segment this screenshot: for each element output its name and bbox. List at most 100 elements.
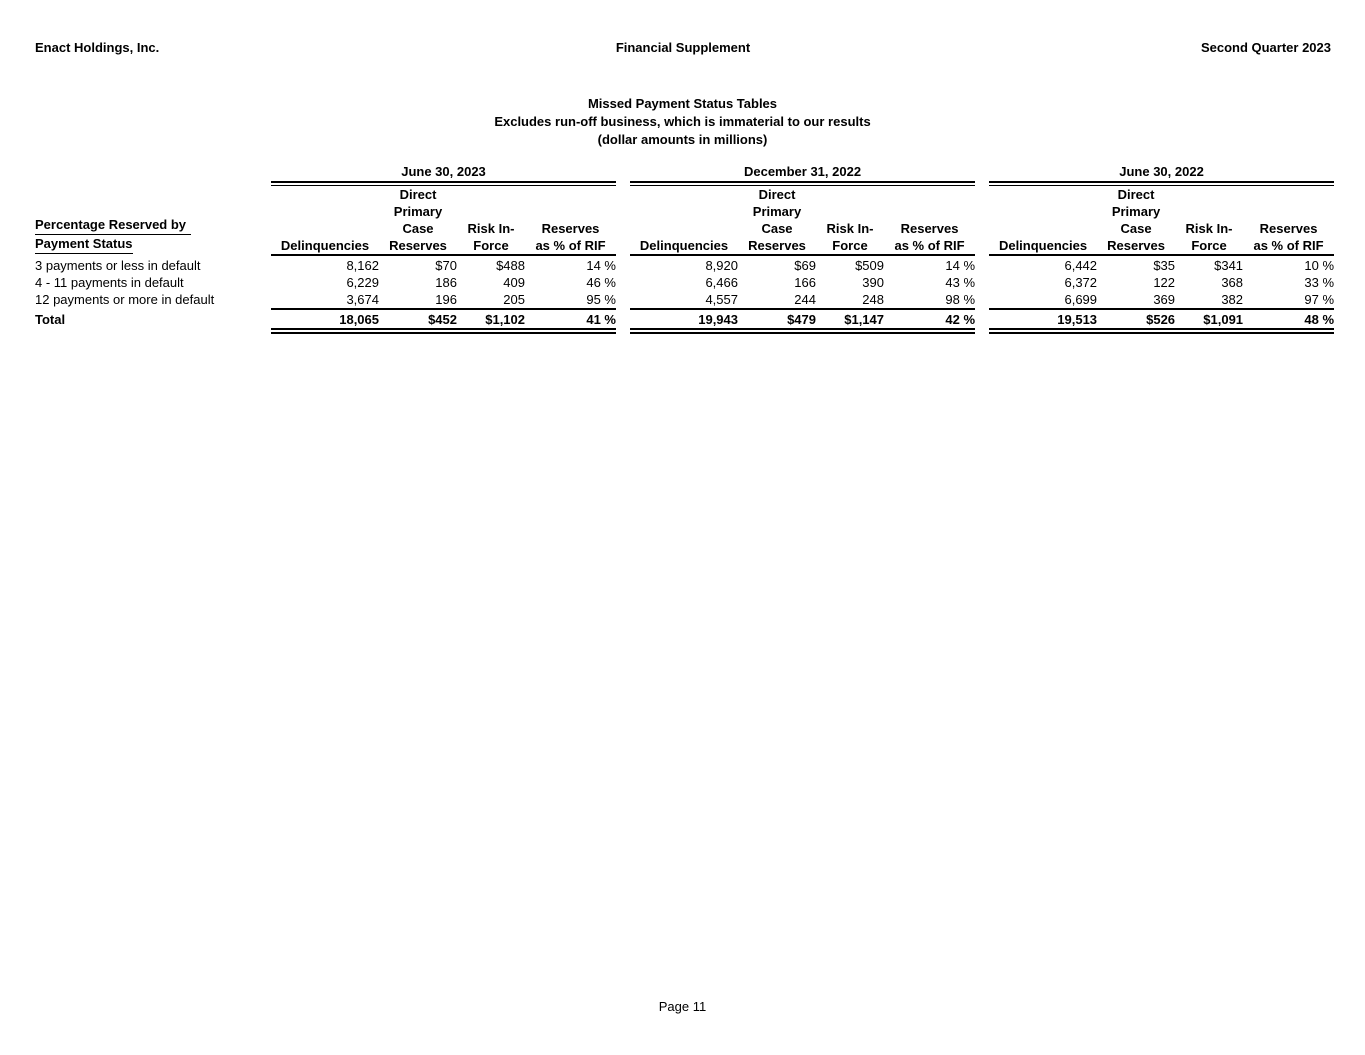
value-cell: 409: [503, 275, 525, 290]
total-cell: 42 %: [945, 312, 976, 327]
table-rule: [271, 181, 616, 186]
value-cell: 244: [794, 292, 816, 307]
rule-cell: [989, 308, 1335, 311]
rule-row: [35, 254, 1335, 257]
spacer-cell: [975, 163, 989, 181]
col-header-risk-in-force: Risk In- Force: [826, 221, 874, 253]
table-rule: [630, 308, 976, 311]
value-cell: $70: [435, 258, 457, 273]
value-cell: $341: [1214, 258, 1244, 273]
row-header-line: Payment Status: [35, 235, 133, 254]
spacer-cell: [35, 163, 271, 181]
total-cell: $452: [428, 312, 457, 327]
table-rule: [989, 254, 1335, 257]
value-cell: 205: [503, 292, 525, 307]
value-cell: 368: [1221, 275, 1244, 290]
col-header-case-reserves: Direct Primary Case Reserves: [748, 187, 806, 253]
value-cell: 166: [794, 275, 816, 290]
value-cell: 14 %: [945, 258, 976, 273]
rule-cell: [271, 328, 616, 334]
spacer-cell: [975, 328, 989, 334]
rule-cell: [630, 254, 976, 257]
total-cell: 18,065: [339, 312, 379, 327]
spacer-cell: [616, 328, 630, 334]
spacer-cell: [616, 274, 630, 291]
reporting-period: Second Quarter 2023: [1200, 40, 1331, 55]
value-cell: 369: [1153, 292, 1176, 307]
total-row: Total 18,065 $452 $1,102 41 % 19,943 $47…: [35, 311, 1334, 328]
spacer-cell: [616, 163, 630, 181]
rule-cell: [271, 308, 616, 311]
rule-row: [35, 328, 1335, 334]
units-note: (dollar amounts in millions): [597, 132, 768, 147]
col-header-reserves-pct: Reserves as % of RIF: [1253, 221, 1324, 253]
rule-cell: [989, 181, 1335, 186]
value-cell: $69: [794, 258, 816, 273]
row-label: 4 - 11 payments in default: [35, 275, 184, 290]
period-header-row: June 30, 2023 December 31, 2022 June 30,…: [35, 163, 1334, 181]
value-cell: 196: [435, 292, 457, 307]
page-title: Missed Payment Status Tables Excludes ru…: [0, 95, 1365, 149]
table-rule: [630, 181, 976, 186]
value-cell: 122: [1153, 275, 1176, 290]
table-subtitle: Excludes run-off business, which is imma…: [494, 114, 871, 129]
row-label: 12 payments or more in default: [35, 292, 215, 307]
table-rule: [989, 328, 1335, 334]
value-cell: $488: [496, 258, 525, 273]
rule-row: [35, 308, 1335, 311]
total-cell: 48 %: [1304, 312, 1335, 327]
col-header-reserves-pct: Reserves as % of RIF: [535, 221, 606, 253]
col-header-delinquencies: Delinquencies: [639, 238, 729, 253]
col-header-risk-in-force: Risk In- Force: [1185, 221, 1233, 253]
value-cell: $35: [1153, 258, 1176, 273]
page-number: Page 11: [658, 999, 707, 1014]
rule-cell: [271, 254, 616, 257]
col-header-case-reserves: Direct Primary Case Reserves: [389, 187, 447, 253]
row-header-line: Percentage Reserved by: [35, 216, 192, 235]
value-cell: 3,674: [346, 292, 379, 307]
value-cell: 186: [435, 275, 457, 290]
rule-cell: [989, 254, 1335, 257]
document-header: Enact Holdings, Inc. Financial Supplemen…: [35, 40, 1331, 55]
rule-cell: [630, 308, 976, 311]
row-label: 3 payments or less in default: [35, 258, 201, 273]
total-cell: $479: [787, 312, 816, 327]
value-cell: 382: [1221, 292, 1244, 307]
col-header-delinquencies: Delinquencies: [280, 238, 370, 253]
column-header-row: Percentage Reserved by Payment Status De…: [35, 186, 1334, 254]
spacer-cell: [616, 186, 630, 254]
value-cell: 6,442: [1064, 258, 1098, 273]
value-cell: 95 %: [586, 292, 616, 307]
col-header-delinquencies: Delinquencies: [998, 238, 1088, 253]
value-cell: 10 %: [1304, 258, 1335, 273]
rule-cell: [271, 181, 616, 186]
period-date: June 30, 2022: [1119, 164, 1204, 179]
table-rule: [630, 254, 976, 257]
total-cell: 19,943: [698, 312, 738, 327]
table-rule: [630, 328, 976, 334]
value-cell: 8,920: [705, 258, 738, 273]
spacer-cell: [616, 311, 630, 328]
period-date: December 31, 2022: [743, 164, 862, 179]
table-rule: [989, 181, 1335, 186]
value-cell: 43 %: [945, 275, 976, 290]
spacer-cell: [616, 291, 630, 308]
table-row: 4 - 11 payments in default 6,229 186 409…: [35, 274, 1334, 291]
rule-row: [35, 181, 1335, 186]
period-date: June 30, 2023: [401, 164, 486, 179]
value-cell: 6,372: [1064, 275, 1098, 290]
total-cell: $1,147: [844, 312, 884, 327]
spacer-cell: [616, 257, 630, 274]
value-cell: 6,466: [705, 275, 738, 290]
total-cell: 19,513: [1057, 312, 1098, 327]
value-cell: 390: [862, 275, 884, 290]
document-title: Financial Supplement: [615, 40, 751, 55]
table-rule: [271, 328, 616, 334]
value-cell: 46 %: [586, 275, 616, 290]
table-rule: [271, 308, 616, 311]
rule-cell: [989, 328, 1335, 334]
col-header-case-reserves: Direct Primary Case Reserves: [1107, 187, 1165, 253]
spacer-cell: [35, 328, 271, 334]
value-cell: 33 %: [1304, 275, 1335, 290]
